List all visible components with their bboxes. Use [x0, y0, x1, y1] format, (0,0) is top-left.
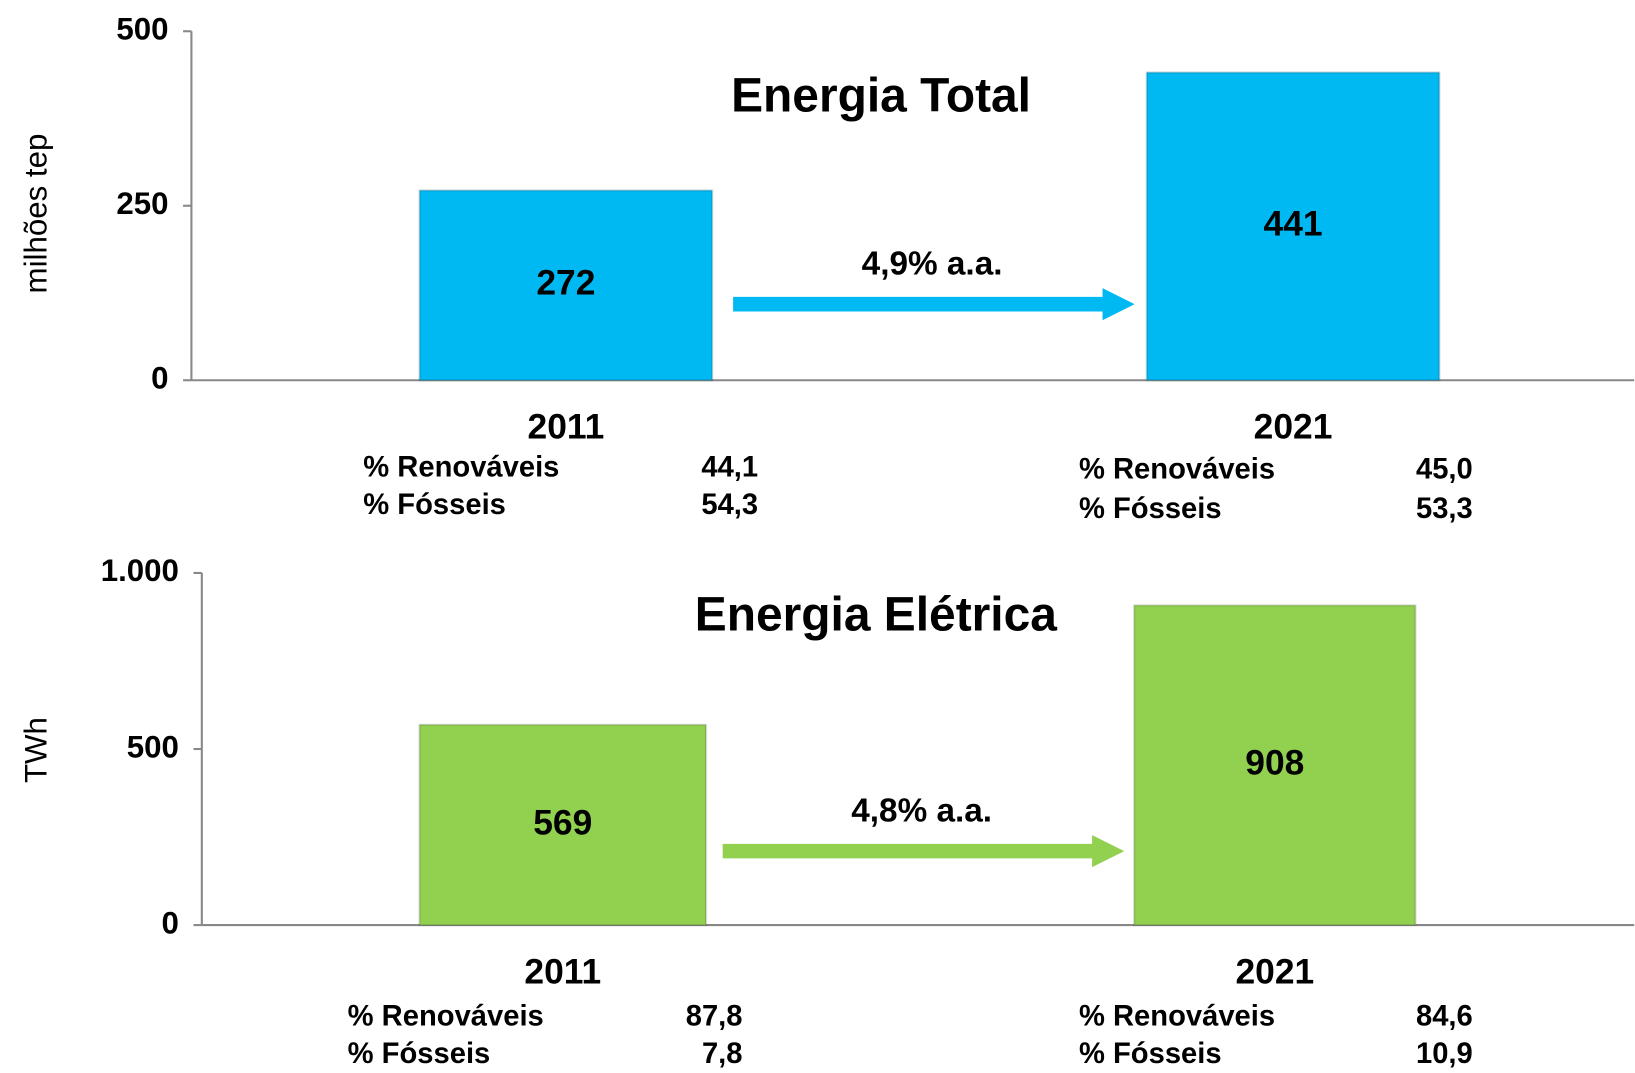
bar: [1133, 604, 1417, 927]
share-value: 44,1: [701, 451, 758, 483]
share-value: 7,8: [702, 1038, 743, 1070]
x-tick-label: 2021: [1235, 951, 1314, 991]
growth-annotation: 4,9% a.a.: [862, 245, 1003, 282]
share-label: % Renováveis: [1079, 1000, 1275, 1032]
y-axis-label: TWh: [19, 717, 54, 783]
y-tick-label: 0: [151, 360, 168, 395]
y-tick-label: 1.000: [101, 553, 179, 588]
share-label: % Fósseis: [1079, 1038, 1222, 1070]
share-value: 54,3: [701, 489, 758, 521]
share-value: 87,8: [686, 1000, 743, 1032]
x-tick-label: 2011: [524, 951, 601, 991]
y-axis-label: milhões tep: [19, 134, 54, 294]
share-value: 10,9: [1416, 1038, 1473, 1070]
growth-annotation: 4,8% a.a.: [851, 792, 992, 829]
bar: [418, 723, 708, 927]
share-label: % Renováveis: [348, 1000, 544, 1032]
share-label: % Fósseis: [348, 1038, 491, 1070]
x-tick-label: 2011: [528, 407, 605, 447]
y-tick-label: 0: [162, 905, 179, 940]
share-label: % Fósseis: [363, 489, 506, 521]
bar-value-label: 441: [1264, 204, 1323, 244]
bar-value-label: 908: [1245, 743, 1304, 783]
y-tick-label: 250: [116, 186, 168, 221]
bar-value-label: 569: [533, 802, 592, 842]
bar: [1145, 71, 1441, 382]
share-value: 45,0: [1416, 454, 1473, 486]
y-tick-label: 500: [116, 12, 168, 47]
bar: [418, 189, 714, 382]
y-tick-label: 500: [127, 729, 179, 764]
share-label: % Renováveis: [363, 451, 559, 483]
share-value: 53,3: [1416, 493, 1473, 525]
share-value: 84,6: [1416, 1000, 1473, 1032]
bar-value-label: 272: [536, 263, 595, 303]
chart-title: Energia Elétrica: [695, 588, 1057, 641]
share-label: % Renováveis: [1079, 454, 1275, 486]
x-tick-label: 2021: [1254, 407, 1333, 447]
share-label: % Fósseis: [1079, 493, 1222, 525]
chart-title: Energia Total: [731, 70, 1031, 123]
